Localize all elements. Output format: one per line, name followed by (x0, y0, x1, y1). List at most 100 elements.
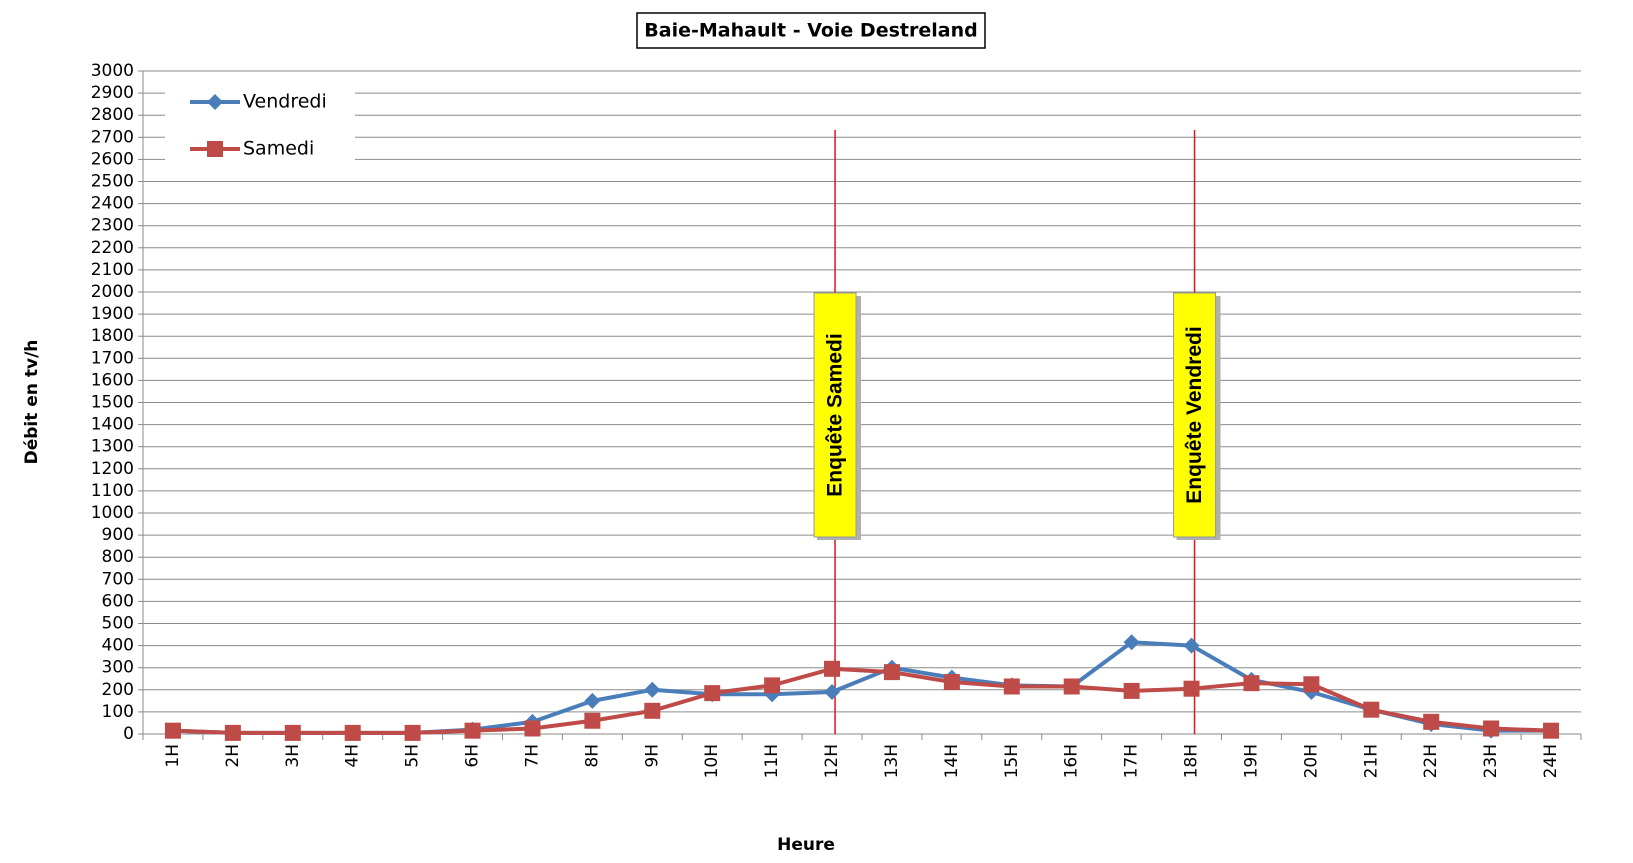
y-tick-label: 1700 (91, 348, 134, 368)
data-point (224, 724, 241, 741)
y-tick-label: 500 (102, 614, 134, 634)
y-tick-label: 0 (123, 724, 134, 744)
data-point (1423, 713, 1440, 730)
y-tick-label: 2100 (91, 260, 134, 280)
data-point (943, 674, 960, 691)
x-tick-label: 13H (882, 744, 902, 778)
data-point (404, 724, 421, 741)
x-tick-label: 22H (1421, 744, 1441, 778)
x-tick-label: 24H (1541, 744, 1561, 778)
y-tick-label: 2000 (91, 282, 134, 302)
annotation-text: Enquête Samedi (824, 333, 847, 496)
x-axis-label: Heure (777, 835, 835, 855)
data-point (1183, 680, 1200, 697)
x-tick-label: 17H (1122, 744, 1142, 778)
data-point (644, 681, 661, 698)
data-point (524, 720, 541, 737)
y-tick-label: 600 (102, 591, 134, 611)
series-line (172, 666, 1552, 735)
x-tick-label: 2H (223, 744, 243, 768)
x-tick-label: 7H (522, 744, 542, 768)
y-tick-label: 100 (102, 702, 134, 722)
x-tick-label: 15H (1002, 744, 1022, 778)
legend-marker (207, 141, 223, 157)
y-tick-label: 1100 (91, 481, 134, 501)
data-point (1243, 675, 1260, 692)
y-tick-label: 1000 (91, 503, 134, 523)
y-tick-label: 1200 (91, 459, 134, 479)
y-tick-label: 2200 (91, 238, 134, 258)
annotation-text: Enquête Vendredi (1183, 326, 1206, 503)
x-tick-label: 23H (1481, 744, 1501, 778)
y-axis-label: Débit en tv/h (22, 340, 42, 465)
y-tick-label: 300 (102, 658, 134, 678)
x-tick-label: 5H (403, 744, 423, 768)
x-tick-label: 4H (343, 744, 363, 768)
legend-marker (207, 94, 223, 110)
y-tick-label: 1300 (91, 437, 134, 457)
data-point (584, 692, 601, 709)
data-point (1363, 701, 1380, 718)
y-tick-label: 2800 (91, 105, 134, 125)
x-tick-label: 14H (942, 744, 962, 778)
y-tick-label: 700 (102, 569, 134, 589)
data-point (584, 712, 601, 729)
y-tick-label: 1900 (91, 304, 134, 324)
y-tick-label: 200 (102, 680, 134, 700)
data-point (644, 702, 661, 719)
x-tick-label: 11H (762, 744, 782, 778)
x-tick-label: 12H (822, 744, 842, 778)
data-point (1483, 720, 1500, 737)
x-tick-label: 18H (1182, 744, 1202, 778)
x-tick-label: 20H (1301, 744, 1321, 778)
x-tick-label: 21H (1361, 744, 1381, 778)
title-box (636, 12, 986, 49)
data-point (883, 664, 900, 681)
chart-title: Baie-Mahault - Voie Destreland (644, 20, 977, 42)
x-tick-label: 6H (463, 744, 483, 768)
x-tick-label: 10H (702, 744, 722, 778)
y-tick-label: 2300 (91, 216, 134, 236)
y-tick-label: 2400 (91, 194, 134, 214)
data-point (824, 684, 841, 701)
annotation-box (813, 292, 857, 538)
data-point (1543, 722, 1560, 739)
x-tick-label: 3H (283, 744, 303, 768)
x-tick-label: 1H (163, 744, 183, 768)
data-point (1123, 682, 1140, 699)
data-point (1123, 634, 1140, 651)
legend-label: Vendredi (243, 91, 327, 113)
y-tick-label: 2900 (91, 83, 134, 103)
y-tick-label: 400 (102, 636, 134, 656)
y-tick-label: 2600 (91, 149, 134, 169)
data-point (344, 724, 361, 741)
y-tick-label: 1400 (91, 415, 134, 435)
data-point (1003, 678, 1020, 695)
x-tick-label: 8H (582, 744, 602, 768)
data-point (164, 722, 181, 739)
y-tick-label: 1800 (91, 326, 134, 346)
data-point (464, 722, 481, 739)
data-point (1183, 637, 1200, 654)
x-tick-label: 9H (642, 744, 662, 768)
series-line (172, 640, 1552, 735)
data-point (704, 685, 721, 702)
annotation-box (1173, 292, 1217, 538)
y-tick-label: 2700 (91, 127, 134, 147)
y-tick-label: 800 (102, 547, 134, 567)
x-tick-label: 16H (1062, 744, 1082, 778)
data-point (1063, 678, 1080, 695)
data-point (824, 660, 841, 677)
y-tick-label: 3000 (91, 61, 134, 81)
data-point (764, 677, 781, 694)
y-tick-label: 900 (102, 525, 134, 545)
data-point (284, 724, 301, 741)
data-point (1303, 676, 1320, 693)
legend-bg (165, 82, 355, 177)
y-tick-label: 1500 (91, 393, 134, 413)
x-tick-label: 19H (1241, 744, 1261, 778)
y-tick-label: 1600 (91, 370, 134, 390)
y-tick-label: 2500 (91, 172, 134, 192)
legend-label: Samedi (243, 138, 314, 160)
